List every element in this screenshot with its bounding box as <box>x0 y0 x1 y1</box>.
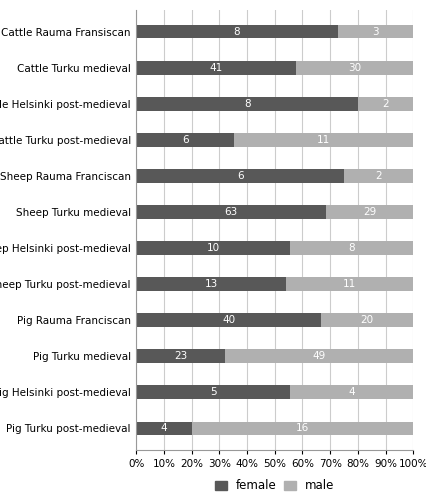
Text: 11: 11 <box>343 279 357 289</box>
Bar <box>290 241 413 255</box>
Text: 41: 41 <box>210 62 223 72</box>
Bar <box>225 350 413 363</box>
Text: 6: 6 <box>182 135 188 145</box>
Bar <box>136 25 338 38</box>
Legend: female, male: female, male <box>215 480 335 492</box>
Text: 23: 23 <box>174 351 187 361</box>
Text: 8: 8 <box>234 26 240 36</box>
Text: 16: 16 <box>296 424 309 434</box>
Bar <box>136 169 344 183</box>
Text: 29: 29 <box>363 207 376 217</box>
Text: 8: 8 <box>348 243 355 253</box>
Bar <box>136 422 192 435</box>
Bar <box>136 61 296 74</box>
Text: 2: 2 <box>375 171 382 181</box>
Text: 13: 13 <box>204 279 218 289</box>
Bar <box>344 169 413 183</box>
Bar <box>192 422 413 435</box>
Bar <box>136 386 290 399</box>
Bar <box>136 133 234 146</box>
Text: 30: 30 <box>348 62 361 72</box>
Text: 49: 49 <box>312 351 325 361</box>
Text: 8: 8 <box>244 99 250 109</box>
Text: 2: 2 <box>382 99 389 109</box>
Bar <box>136 314 321 327</box>
Text: 11: 11 <box>317 135 330 145</box>
Text: 40: 40 <box>222 315 235 325</box>
Bar <box>136 350 225 363</box>
Bar <box>136 205 326 219</box>
Text: 20: 20 <box>360 315 374 325</box>
Bar <box>290 386 413 399</box>
Text: 5: 5 <box>210 388 216 398</box>
Text: 4: 4 <box>348 388 355 398</box>
Bar <box>136 97 358 110</box>
Bar <box>136 241 290 255</box>
Bar <box>338 25 413 38</box>
Text: 4: 4 <box>161 424 167 434</box>
Bar <box>326 205 413 219</box>
Text: 10: 10 <box>207 243 220 253</box>
Bar <box>234 133 413 146</box>
Bar <box>286 277 413 291</box>
Bar <box>136 277 286 291</box>
Text: 3: 3 <box>372 26 379 36</box>
Text: 6: 6 <box>237 171 244 181</box>
Text: 63: 63 <box>225 207 238 217</box>
Bar <box>358 97 413 110</box>
Bar <box>321 314 413 327</box>
Bar <box>296 61 413 74</box>
